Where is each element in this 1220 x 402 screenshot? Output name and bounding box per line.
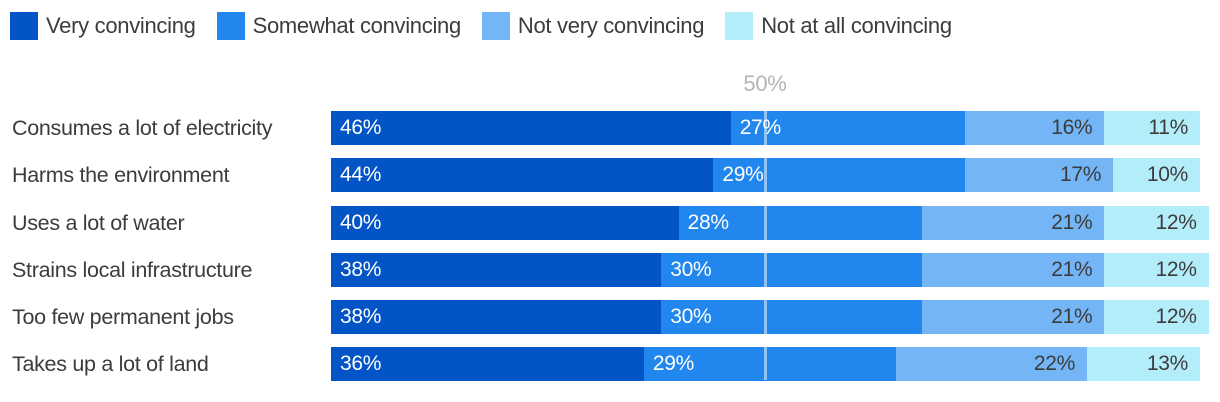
- legend-label: Very convincing: [46, 13, 196, 38]
- bar-segment-not-very-convincing: 21%: [921, 300, 1105, 335]
- bar-segment-not-at-all-convincing: 12%: [1104, 252, 1209, 287]
- bar-segment-not-at-all-convincing: 13%: [1087, 347, 1200, 382]
- bar-segment-very-convincing: 38%: [331, 252, 662, 287]
- bar-segment-somewhat-convincing: 29%: [713, 158, 966, 193]
- legend-item-not-at-all-convincing: Not at all convincing: [725, 12, 952, 40]
- bar-row: Consumes a lot of electricity 46% 27% 16…: [0, 111, 1200, 145]
- category-label: Consumes a lot of electricity: [12, 116, 273, 140]
- bar-segment-not-at-all-convincing: 11%: [1104, 111, 1200, 145]
- bar-segment-not-very-convincing: 22%: [895, 347, 1087, 382]
- bar-segment-not-very-convincing: 21%: [921, 252, 1105, 287]
- category-label: Strains local infrastructure: [12, 257, 253, 282]
- bar-segment-somewhat-convincing: 28%: [678, 205, 922, 240]
- legend-label: Not very convincing: [517, 13, 705, 38]
- stacked-bar: 38% 30% 21% 12%: [331, 300, 1209, 335]
- bar-segment-not-at-all-convincing: 12%: [1104, 300, 1209, 335]
- bar-segment-somewhat-convincing: 30%: [661, 252, 922, 287]
- bar-row: Too few permanent jobs 38% 30% 21% 12%: [0, 300, 1209, 335]
- stacked-bar: 46% 27% 16% 11%: [331, 111, 1200, 145]
- legend-item-not-very-convincing: Not very convincing: [481, 12, 705, 40]
- legend-item-somewhat-convincing: Somewhat convincing: [216, 12, 462, 40]
- stacked-bar: 36% 29% 22% 13%: [331, 347, 1200, 382]
- bar-segment-very-convincing: 36%: [331, 347, 644, 382]
- legend-label: Somewhat convincing: [252, 13, 462, 38]
- stacked-bar: 44% 29% 17% 10%: [331, 158, 1200, 193]
- category-label: Too few permanent jobs: [12, 305, 234, 330]
- bar-segment-somewhat-convincing: 27%: [730, 111, 966, 145]
- legend-swatch-very-convincing: [10, 12, 38, 40]
- bar-segment-very-convincing: 40%: [331, 205, 679, 240]
- bar-segment-not-very-convincing: 17%: [965, 158, 1114, 193]
- bar-segment-very-convincing: 44%: [331, 158, 714, 193]
- bar-segment-not-at-all-convincing: 12%: [1104, 205, 1209, 240]
- bar-segment-not-very-convincing: 21%: [921, 205, 1105, 240]
- legend-swatch-not-very-convincing: [481, 12, 510, 40]
- bar-segment-very-convincing: 38%: [331, 300, 662, 335]
- stacked-bar: 40% 28% 21% 12%: [331, 205, 1209, 240]
- bar-row: Harms the environment 44% 29% 17% 10%: [0, 158, 1200, 193]
- bar-segment-somewhat-convincing: 29%: [643, 347, 896, 382]
- axis-tick-50-percent: 50%: [743, 71, 787, 96]
- bar-segment-not-very-convincing: 16%: [965, 111, 1105, 145]
- bar-rows: Consumes a lot of electricity 46% 27% 16…: [0, 111, 1209, 382]
- legend-item-very-convincing: Very convincing: [10, 12, 196, 40]
- legend: Very convincing Somewhat convincing Not …: [10, 12, 952, 40]
- legend-label: Not at all convincing: [761, 13, 952, 38]
- bar-segment-not-at-all-convincing: 10%: [1113, 158, 1200, 193]
- bar-row: Takes up a lot of land 36% 29% 22% 13%: [0, 347, 1200, 382]
- category-label: Takes up a lot of land: [12, 352, 209, 377]
- legend-swatch-not-at-all-convincing: [725, 12, 754, 40]
- category-label: Uses a lot of water: [12, 210, 185, 235]
- stacked-bar: 38% 30% 21% 12%: [331, 252, 1209, 287]
- category-label: Harms the environment: [12, 163, 230, 188]
- bar-row: Uses a lot of water 40% 28% 21% 12%: [0, 205, 1209, 240]
- bar-segment-very-convincing: 46%: [331, 111, 731, 145]
- bar-row: Strains local infrastructure 38% 30% 21%…: [0, 252, 1209, 287]
- bar-segment-somewhat-convincing: 30%: [661, 300, 922, 335]
- legend-swatch-somewhat-convincing: [216, 12, 245, 40]
